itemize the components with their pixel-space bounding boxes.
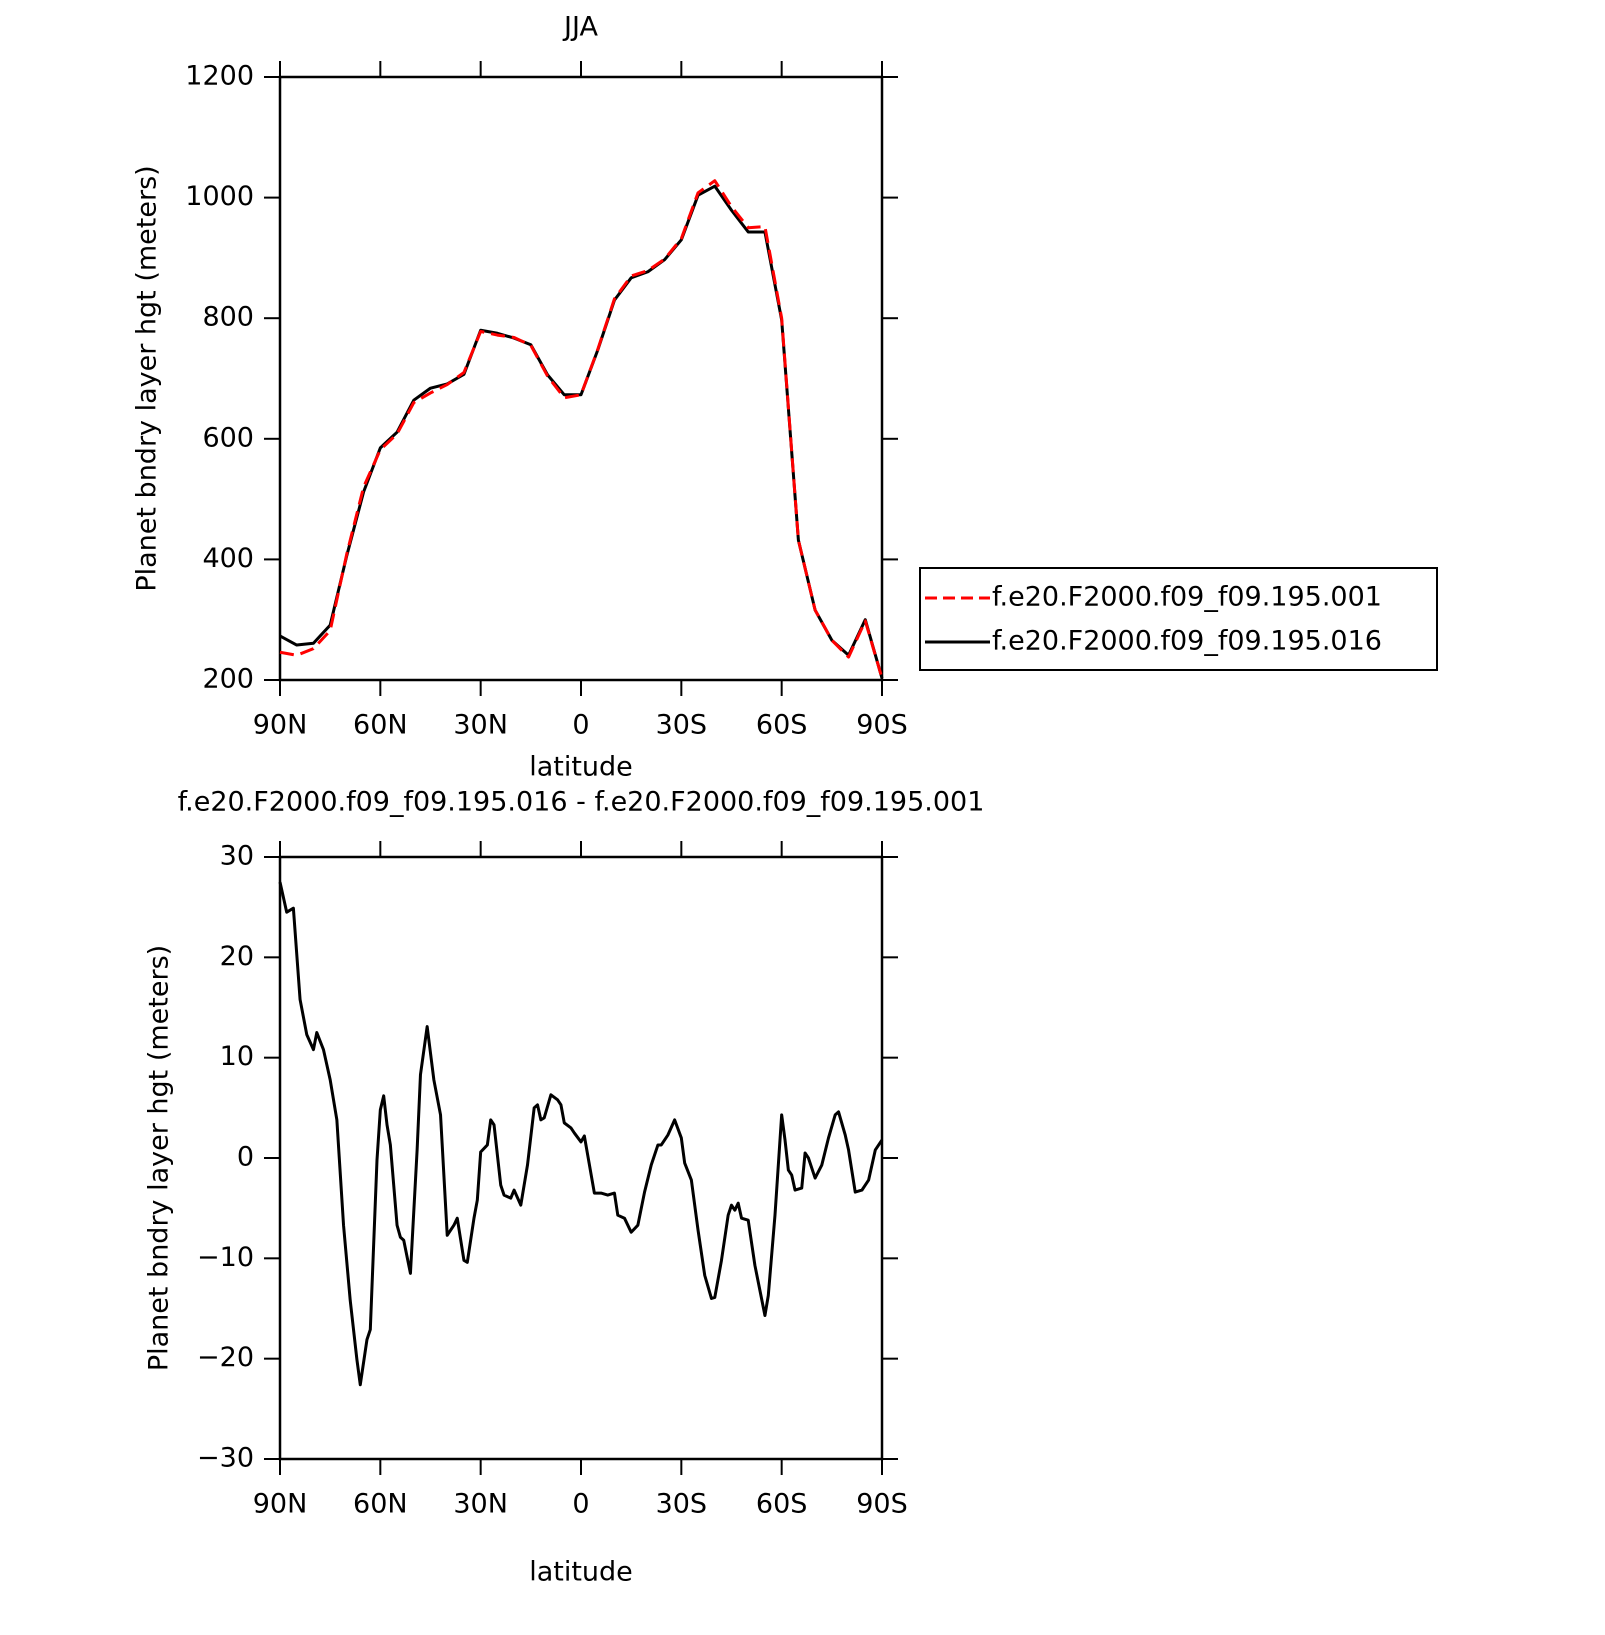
y-tick-label: 20: [220, 941, 254, 972]
data-line: [279, 179, 884, 679]
y-tick-label: 1000: [185, 181, 254, 212]
x-tick-label: 30N: [453, 710, 508, 741]
x-tick-label: 60N: [353, 1489, 408, 1520]
x-tick-label: 90S: [856, 710, 908, 741]
y-axis-label: Planet bndry layer hgt (meters): [132, 165, 163, 591]
x-tick-label: 60S: [756, 710, 808, 741]
y-tick-label: 800: [202, 302, 254, 333]
y-tick-label: 1200: [185, 61, 254, 92]
y-tick-label: 600: [202, 422, 254, 453]
plot-frame: [278, 855, 884, 1461]
x-tick-label: 30S: [656, 1489, 708, 1520]
x-tick-label: 90S: [856, 1489, 908, 1520]
chart-title: f.e20.F2000.f09_f09.195.016 - f.e20.F200…: [178, 787, 985, 818]
x-axis-label: latitude: [529, 752, 633, 783]
y-tick-label: −30: [197, 1443, 254, 1474]
x-tick-label: 30S: [656, 710, 708, 741]
data-line: [279, 184, 884, 679]
x-tick-label: 30N: [453, 1489, 508, 1520]
legend-label: f.e20.F2000.f09_f09.195.001: [992, 582, 1382, 613]
legend-box: [919, 567, 1438, 671]
legend-label: f.e20.F2000.f09_f09.195.016: [992, 626, 1382, 657]
y-tick-label: −10: [197, 1242, 254, 1273]
x-tick-label: 0: [572, 1489, 589, 1520]
chart-title: JJA: [562, 12, 598, 43]
y-tick-label: 0: [237, 1142, 254, 1173]
y-tick-label: 10: [220, 1041, 254, 1072]
y-tick-label: 400: [202, 543, 254, 574]
y-axis-label: Planet bndry layer hgt (meters): [144, 945, 175, 1371]
data-line: [278, 881, 884, 1387]
x-tick-label: 60N: [353, 710, 408, 741]
x-tick-label: 0: [572, 710, 589, 741]
y-tick-label: 30: [220, 841, 254, 872]
x-tick-label: 90N: [253, 1489, 308, 1520]
x-tick-label: 90N: [253, 710, 308, 741]
y-tick-label: −20: [197, 1342, 254, 1373]
plot-frame: [278, 75, 884, 682]
y-tick-label: 200: [202, 664, 254, 695]
x-axis-label: latitude: [529, 1557, 633, 1588]
x-tick-label: 60S: [756, 1489, 808, 1520]
